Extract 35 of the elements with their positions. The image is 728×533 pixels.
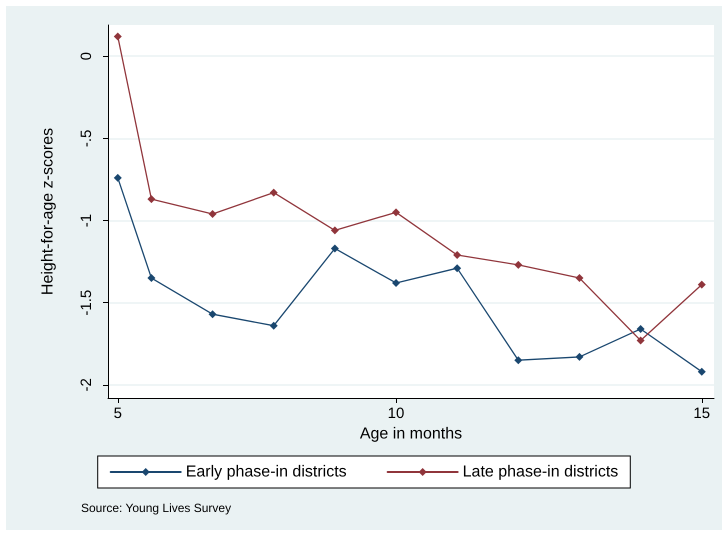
point (147, 274, 156, 282)
point (514, 356, 522, 364)
y-tick-label: -2 (78, 378, 95, 392)
point (636, 336, 645, 344)
y-tick-label: -1 (78, 214, 95, 228)
y-tick-label: -.5 (78, 130, 95, 148)
point (698, 280, 706, 289)
point (453, 251, 462, 260)
point (147, 195, 156, 204)
legend-label: Early phase-in districts (186, 464, 347, 480)
x-axis-title: Age in months (360, 425, 462, 442)
y-tick-label: 0 (78, 52, 95, 60)
legend-label: Late phase-in districts (462, 464, 618, 480)
x-tick-label: 15 (693, 405, 710, 422)
point (392, 278, 400, 287)
x-tick-label: 10 (388, 405, 404, 422)
point (453, 264, 462, 272)
point (114, 32, 122, 40)
point (208, 310, 217, 318)
point (698, 368, 706, 376)
point (330, 244, 339, 252)
point (208, 210, 217, 218)
y-axis-title: Height-for-age z-scores (40, 128, 56, 296)
point (270, 188, 278, 197)
point (636, 324, 645, 333)
source-note: Source: Young Lives Survey (81, 501, 232, 515)
y-tick-label: -1.5 (78, 290, 95, 316)
point (392, 208, 400, 216)
point (514, 260, 522, 269)
point (575, 274, 584, 282)
point (114, 174, 122, 182)
point (575, 352, 584, 361)
point (270, 322, 278, 330)
x-tick-label: 5 (114, 405, 122, 422)
point (330, 226, 339, 234)
